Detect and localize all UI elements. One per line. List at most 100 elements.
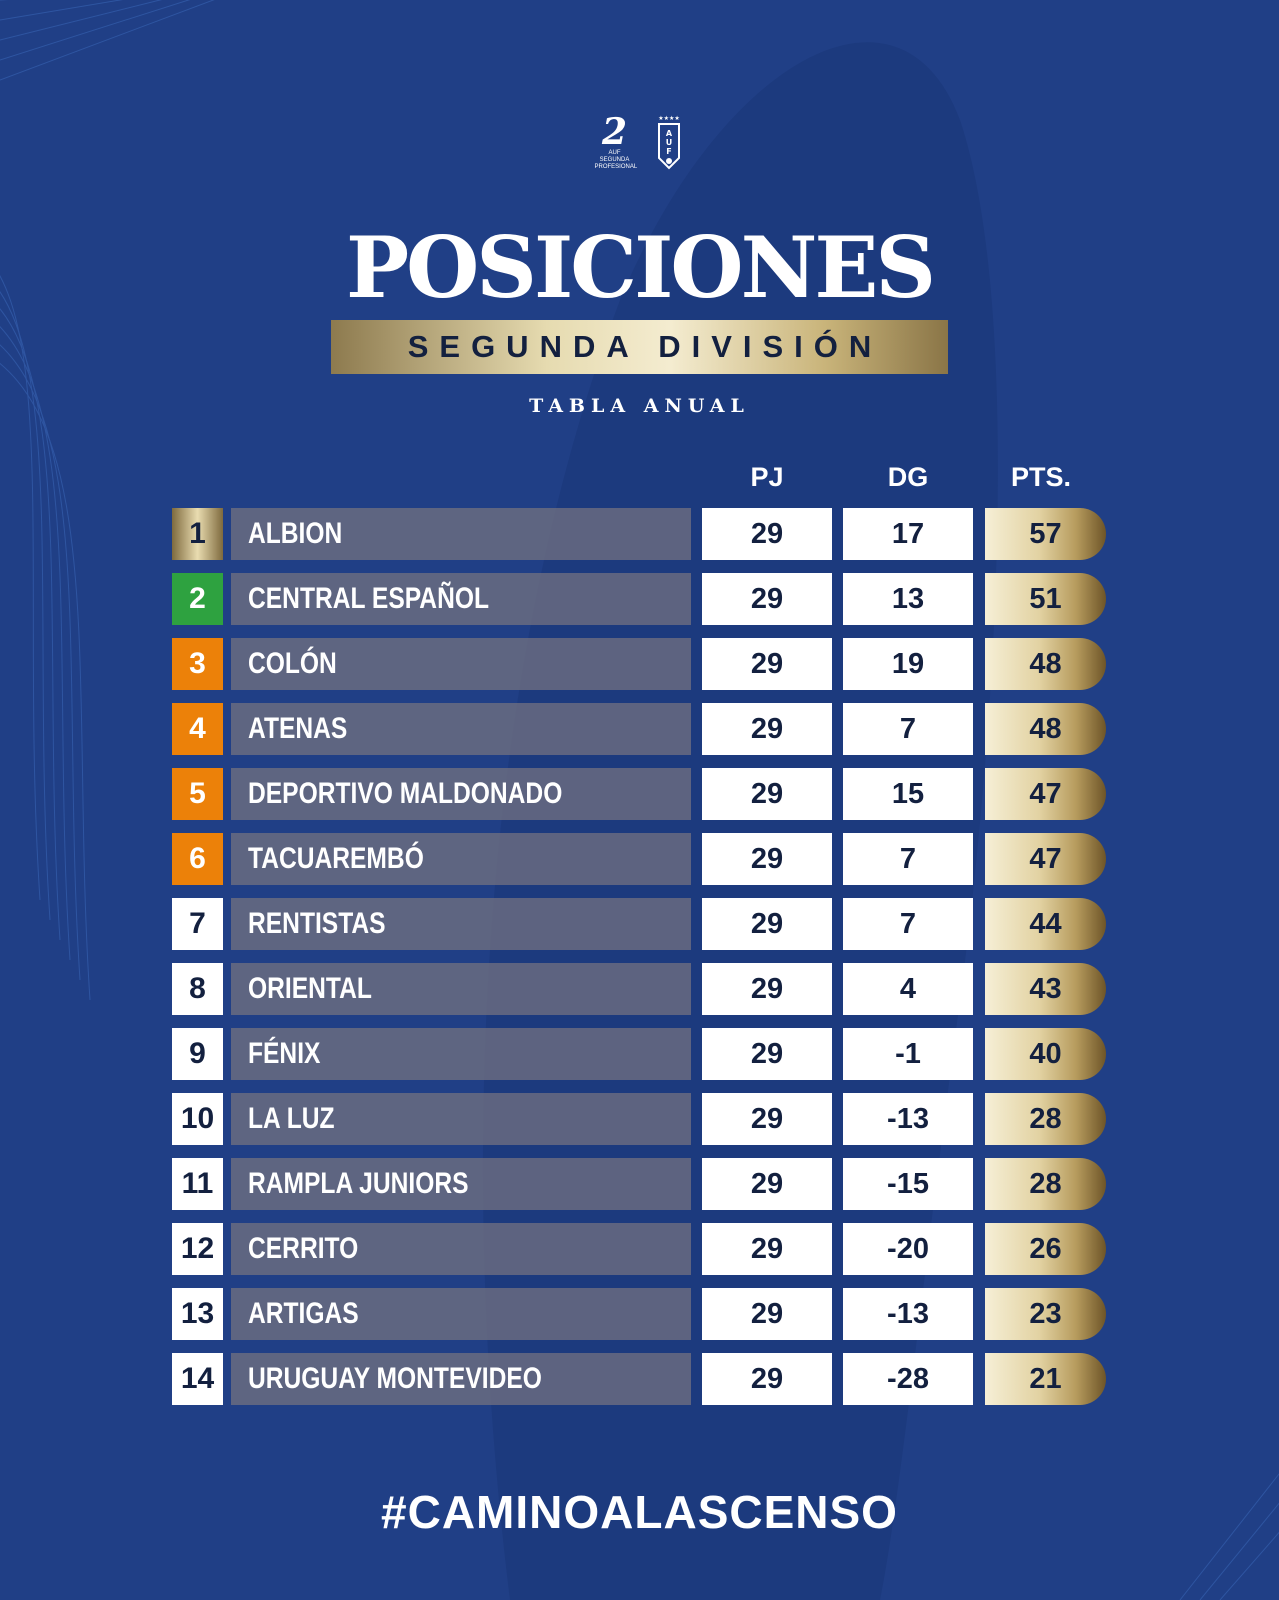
dg-cell: -28 [843,1353,973,1405]
dg-cell: 7 [843,703,973,755]
pj-cell: 29 [702,833,832,885]
table-row: 9 FÉNIX 29 -1 40 [0,1028,1279,1080]
table-row: 3 COLÓN 29 19 48 [0,638,1279,690]
team-cell: RENTISTAS [231,898,691,950]
team-cell: DEPORTIVO MALDONADO [231,768,691,820]
logo-group: 2 AUF SEGUNDA PROFESIONAL ★★★★ A U F [0,114,1279,176]
dg-cell: 19 [843,638,973,690]
pts-cell: 28 [985,1158,1106,1210]
team-name: COLÓN [248,647,337,680]
pj-cell: 29 [702,638,832,690]
pts-cell: 57 [985,508,1106,560]
table-row: 11 RAMPLA JUNIORS 29 -15 28 [0,1158,1279,1210]
pts-cell: 43 [985,963,1106,1015]
table-row: 14 URUGUAY MONTEVIDEO 29 -28 21 [0,1353,1279,1405]
team-name: CERRITO [248,1232,359,1265]
segunda-profesional-logo: 2 AUF SEGUNDA PROFESIONAL [595,111,638,176]
page-title: POSICIONES [345,218,936,317]
pj-cell: 29 [702,1353,832,1405]
pj-cell: 29 [702,508,832,560]
hashtag-footer: #CAMINOALASCENSO [381,1486,898,1538]
table-row: 13 ARTIGAS 29 -13 23 [0,1288,1279,1340]
team-name: ALBION [248,517,343,550]
dg-cell: -20 [843,1223,973,1275]
team-name: ORIENTAL [248,972,372,1005]
pj-cell: 29 [702,1028,832,1080]
team-name: TACUAREMBÓ [248,842,424,875]
pts-cell: 28 [985,1093,1106,1145]
position-badge: 13 [172,1288,223,1340]
pts-cell: 47 [985,833,1106,885]
pj-cell: 29 [702,573,832,625]
table-row: 2 CENTRAL ESPAÑOL 29 13 51 [0,573,1279,625]
team-name: LA LUZ [248,1102,335,1135]
pts-cell: 48 [985,638,1106,690]
position-badge: 4 [172,703,223,755]
table-row: 5 DEPORTIVO MALDONADO 29 15 47 [0,768,1279,820]
pts-cell: 26 [985,1223,1106,1275]
pj-cell: 29 [702,963,832,1015]
table-row: 4 ATENAS 29 7 48 [0,703,1279,755]
svg-text:A: A [665,129,672,138]
position-badge: 9 [172,1028,223,1080]
dg-cell: 13 [843,573,973,625]
position-badge: 6 [172,833,223,885]
team-name: ATENAS [248,712,348,745]
table-type-label: TABLA ANUAL [529,395,750,417]
svg-text:F: F [666,147,671,156]
position-badge: 12 [172,1223,223,1275]
column-header-dg: DG [887,462,929,492]
auf-crest-logo: ★★★★ A U F [657,115,680,170]
pj-cell: 29 [702,1093,832,1145]
dg-cell: -13 [843,1288,973,1340]
team-name: CENTRAL ESPAÑOL [248,582,490,615]
position-badge: 2 [172,573,223,625]
table-row: 7 RENTISTAS 29 7 44 [0,898,1279,950]
dg-cell: 7 [843,898,973,950]
position-badge: 11 [172,1158,223,1210]
pj-cell: 29 [702,703,832,755]
position-badge: 1 [172,508,223,560]
column-header-pts: PTS. [1010,462,1071,492]
team-name: RENTISTAS [248,907,386,940]
team-cell: CENTRAL ESPAÑOL [231,573,691,625]
subtitle-text: SEGUNDA DIVISIÓN [407,329,883,364]
team-cell: ORIENTAL [231,963,691,1015]
team-name: FÉNIX [248,1037,321,1070]
team-name: DEPORTIVO MALDONADO [248,777,563,810]
pts-cell: 44 [985,898,1106,950]
dg-cell: 7 [843,833,973,885]
position-badge: 5 [172,768,223,820]
team-cell: URUGUAY MONTEVIDEO [231,1353,691,1405]
pts-cell: 23 [985,1288,1106,1340]
team-cell: RAMPLA JUNIORS [231,1158,691,1210]
team-name: ARTIGAS [248,1297,359,1330]
pts-cell: 51 [985,573,1106,625]
team-cell: LA LUZ [231,1093,691,1145]
position-badge: 3 [172,638,223,690]
position-badge: 8 [172,963,223,1015]
team-name: URUGUAY MONTEVIDEO [248,1362,542,1395]
table-row: 6 TACUAREMBÓ 29 7 47 [0,833,1279,885]
dg-cell: -15 [843,1158,973,1210]
pj-cell: 29 [702,768,832,820]
segunda-logo-number: 2 [601,111,628,153]
table-row: 10 LA LUZ 29 -13 28 [0,1093,1279,1145]
position-badge: 10 [172,1093,223,1145]
pj-cell: 29 [702,1223,832,1275]
subtitle-band: SEGUNDA DIVISIÓN [331,320,948,374]
pts-cell: 21 [985,1353,1106,1405]
dg-cell: 4 [843,963,973,1015]
column-header-pj: PJ [750,462,784,492]
pj-cell: 29 [702,1288,832,1340]
table-row: 8 ORIENTAL 29 4 43 [0,963,1279,1015]
pts-cell: 40 [985,1028,1106,1080]
svg-text:★★★★: ★★★★ [658,115,680,122]
segunda-logo-brand: AUF [608,150,621,156]
pj-cell: 29 [702,1158,832,1210]
table-row: 12 CERRITO 29 -20 26 [0,1223,1279,1275]
team-cell: ALBION [231,508,691,560]
team-cell: FÉNIX [231,1028,691,1080]
dg-cell: 17 [843,508,973,560]
